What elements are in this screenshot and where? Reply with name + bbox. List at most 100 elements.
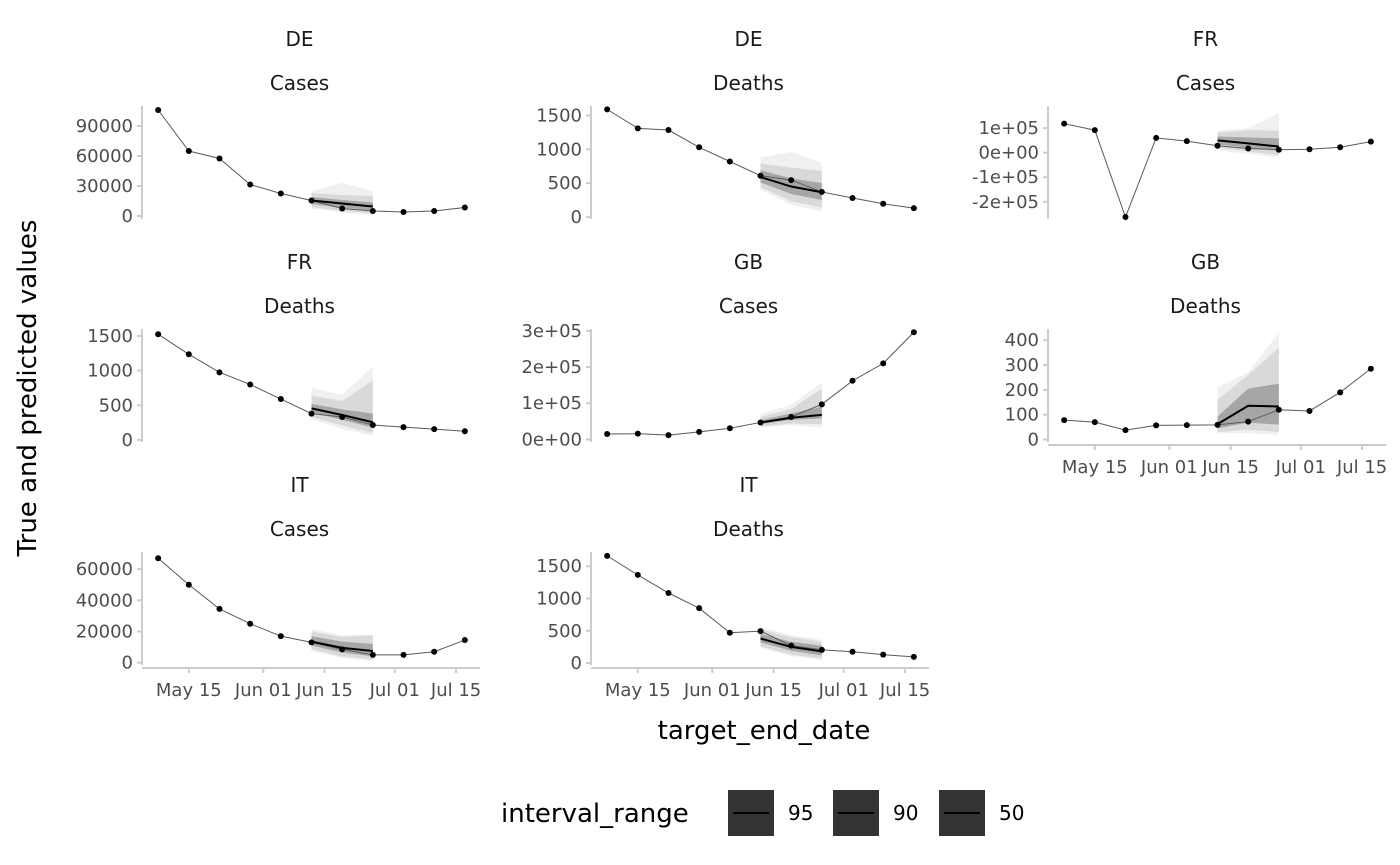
strip-location: DE	[734, 27, 762, 51]
y-tick-label: 1000	[87, 361, 133, 382]
y-tick-label: 0	[122, 653, 133, 674]
observed-point	[726, 629, 733, 636]
observed-point	[788, 414, 795, 421]
observed-point	[1153, 422, 1160, 429]
observed-point	[910, 653, 917, 660]
observed-point	[247, 181, 254, 188]
observed-point	[788, 642, 795, 649]
y-tick-label: 400	[1005, 330, 1039, 351]
observed-point	[400, 209, 407, 215]
strip-target: Cases	[270, 71, 329, 95]
observed-point	[665, 432, 672, 439]
strip-location: IT	[739, 473, 758, 497]
strip-target: Deaths	[1170, 294, 1241, 318]
observed-point	[1214, 421, 1221, 428]
observed-point	[1122, 214, 1129, 221]
y-tick-label: 100	[1005, 405, 1039, 426]
y-tick-label: 0	[122, 206, 133, 227]
y-tick-label: 0e+00	[978, 143, 1039, 164]
observed-point	[1275, 406, 1282, 413]
strip-location: FR	[1193, 27, 1219, 51]
y-axis-title: True and predicted values	[13, 220, 43, 558]
observed-point	[696, 605, 703, 612]
observed-point	[604, 106, 611, 113]
observed-point	[1306, 146, 1313, 153]
strip-location: GB	[1191, 250, 1220, 274]
y-tick-label: 1500	[87, 326, 133, 347]
observed-point	[400, 651, 407, 658]
observed-point	[308, 197, 315, 204]
panel-fr-cases: FR Cases -2e+05 -1e+05 0e+00 1e+05	[972, 27, 1374, 221]
legend: interval_range 95 90 50	[501, 790, 1024, 836]
observed-point	[880, 651, 887, 658]
y-tick-label: 90000	[76, 116, 133, 137]
x-tick-label: Jun 01	[234, 680, 292, 701]
observed-point	[1153, 134, 1160, 141]
x-tick-label: May 15	[1062, 457, 1128, 478]
observed-point	[1091, 419, 1098, 426]
observed-point	[726, 158, 733, 165]
observed-point	[461, 428, 468, 435]
observed-point	[1275, 146, 1282, 153]
observed-point	[849, 195, 856, 202]
y-tick-label: 0	[1028, 430, 1039, 451]
observed-point	[1183, 138, 1190, 145]
y-tick-label: 2e+05	[521, 357, 582, 378]
legend-keys: 95 90 50	[728, 790, 1024, 836]
observed-point	[339, 646, 346, 653]
observed-point	[757, 172, 764, 179]
legend-label: 50	[999, 801, 1024, 825]
observed-point	[155, 331, 162, 338]
y-tick-label: 0e+00	[521, 429, 582, 450]
observed-point	[216, 369, 223, 376]
strip-location: GB	[734, 250, 763, 274]
y-tick-label: 1e+05	[521, 393, 582, 414]
x-tick-label: Jul 01	[818, 680, 869, 701]
y-tick-label: 500	[548, 621, 582, 642]
observed-point	[1337, 389, 1344, 396]
y-tick-label: 500	[548, 173, 582, 194]
median-forecast-line	[311, 199, 373, 208]
observed-point	[818, 646, 825, 653]
observed-point	[634, 571, 641, 578]
y-tick-label: 1e+05	[978, 118, 1039, 139]
observed-point	[185, 351, 192, 358]
observed-point	[696, 144, 703, 151]
observed-point	[277, 396, 284, 403]
y-tick-label: 30000	[76, 176, 133, 197]
observed-point	[849, 377, 856, 384]
observed-point	[1061, 417, 1068, 424]
y-tick-label: 0	[122, 430, 133, 451]
observed-point	[880, 200, 887, 207]
observed-point	[369, 651, 376, 658]
y-tick-label: 500	[99, 395, 133, 416]
y-tick-label: 200	[1005, 380, 1039, 401]
panel-gb-deaths: GB Deaths 0 100 200 300 400 May 15 Jun 01 Jun 15 J…	[1005, 250, 1388, 478]
y-tick-label: 0	[571, 653, 582, 674]
observed-point	[400, 424, 407, 431]
observed-point	[634, 125, 641, 132]
y-tick-label: 60000	[76, 146, 133, 167]
observed-point	[757, 628, 764, 635]
observed-point	[634, 430, 641, 437]
panel-gb-cases: GB Cases 0e+00 1e+05 2e+05 3e+05	[521, 250, 917, 450]
y-tick-label: -2e+05	[972, 192, 1039, 213]
observed-point	[369, 208, 376, 214]
legend-label: 95	[788, 801, 813, 825]
observed-point	[665, 127, 672, 134]
x-tick-label: Jul 01	[1275, 457, 1326, 478]
observed-point	[910, 329, 917, 336]
strip-target: Deaths	[713, 517, 784, 541]
legend-key-90: 90	[833, 790, 918, 836]
strip-location: FR	[287, 250, 313, 274]
observed-point	[339, 414, 346, 421]
x-tick-label: Jun 01	[683, 680, 741, 701]
y-tick-label: 1500	[536, 556, 582, 577]
x-tick-label: May 15	[156, 680, 222, 701]
x-tick-label: Jun 15	[295, 680, 353, 701]
observed-point	[155, 107, 162, 113]
x-tick-label: May 15	[605, 680, 671, 701]
y-tick-label: 300	[1005, 355, 1039, 376]
observed-point	[247, 381, 254, 388]
